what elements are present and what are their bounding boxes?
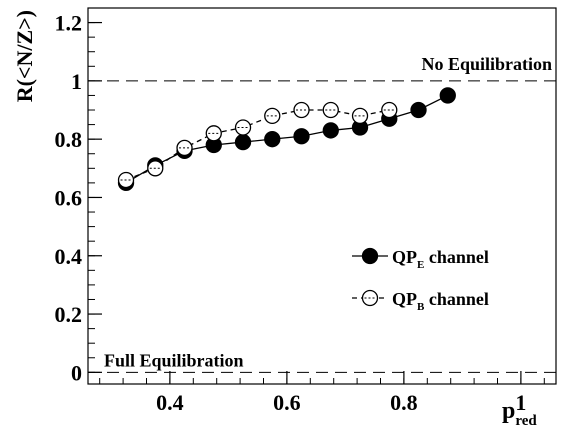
x-tick-label: 1 (515, 390, 526, 415)
reference-line-label: No Equilibration (421, 54, 552, 74)
x-tick-label: 0.6 (273, 390, 301, 415)
data-point-filled (293, 128, 310, 145)
y-tick-label: 0.6 (55, 185, 83, 210)
y-tick-label: 1.2 (55, 11, 83, 36)
legend: QPE channel QPB channel (352, 247, 489, 313)
y-tick-label: 1 (71, 69, 82, 94)
x-axis-label: pred (502, 398, 537, 429)
series-line (125, 109, 390, 181)
y-tick-label: 0 (71, 360, 82, 385)
data-point-filled (410, 101, 427, 119)
y-axis-label: R(<N/Z>) (12, 10, 37, 102)
legend-label: QPB channel (392, 289, 489, 313)
x-tick-label: 0.8 (390, 390, 418, 415)
reference-line-label: Full Equilibration (104, 350, 244, 370)
y-tick-label: 0.8 (55, 127, 83, 152)
y-tick-label: 0.2 (55, 302, 83, 327)
data-point-filled (322, 122, 339, 139)
legend-label: QPE channel (392, 247, 489, 271)
data-point-filled (264, 131, 281, 148)
series-line (125, 94, 449, 184)
data-point-filled (234, 133, 252, 151)
y-tick-label: 0.4 (55, 244, 83, 269)
x-tick-label: 0.4 (156, 390, 184, 415)
plot-frame (87, 7, 557, 385)
legend-marker-filled (361, 247, 379, 265)
data-point-filled (439, 87, 456, 104)
